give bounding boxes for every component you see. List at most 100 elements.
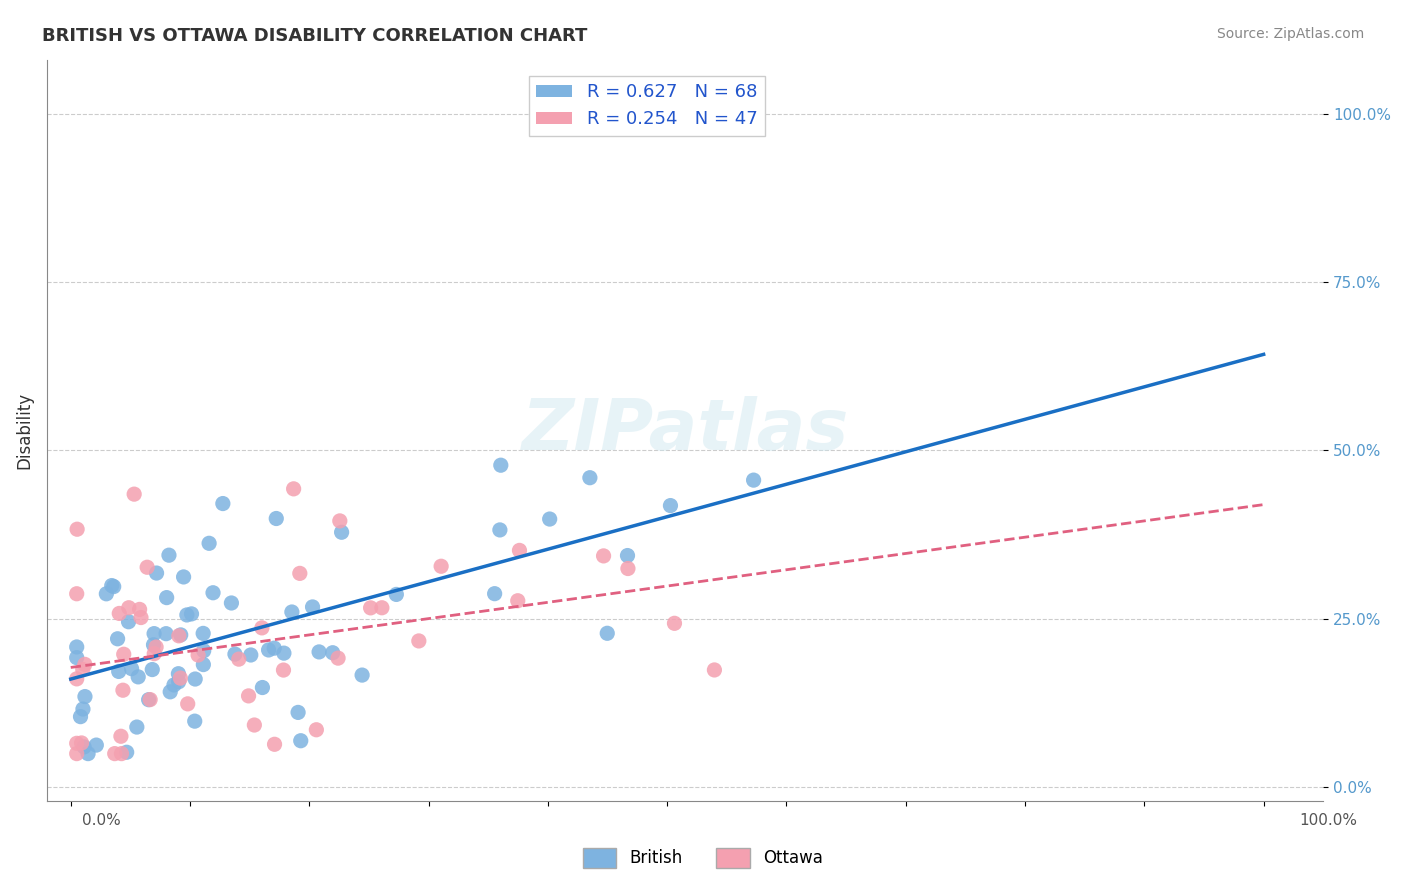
Point [110, 747, 132, 761]
Point [263, 641, 285, 656]
Point [112, 647, 135, 661]
Point [127, 670, 149, 684]
Point [141, 663, 163, 677]
Text: 0.0%: 0.0% [82, 814, 121, 828]
Point [238, 689, 260, 703]
Point [288, 566, 311, 581]
Point [305, 723, 328, 737]
Point [73, 690, 96, 704]
Point [264, 511, 287, 525]
Point [322, 646, 344, 660]
Point [170, 628, 193, 642]
Point [145, 640, 167, 654]
Point [290, 733, 312, 747]
Point [742, 473, 765, 487]
Point [408, 634, 430, 648]
Point [703, 663, 725, 677]
Point [243, 718, 266, 732]
Point [72, 702, 94, 716]
Point [287, 706, 309, 720]
Point [330, 525, 353, 540]
Point [66, 650, 89, 665]
Point [252, 681, 274, 695]
Point [430, 559, 453, 574]
Point [138, 692, 160, 706]
Point [155, 626, 177, 640]
Point [596, 626, 619, 640]
Point [66, 736, 89, 750]
Point [70, 736, 93, 750]
Point [371, 600, 394, 615]
Point [69, 709, 91, 723]
Point [221, 596, 243, 610]
Point [352, 668, 374, 682]
Point [107, 632, 129, 646]
Point [115, 745, 138, 759]
Point [73, 657, 96, 672]
Point [659, 499, 682, 513]
Point [664, 616, 686, 631]
Point [250, 621, 273, 635]
Point [121, 662, 143, 676]
Text: ZIPatlas: ZIPatlas [522, 396, 849, 465]
Point [122, 487, 145, 501]
Point [506, 593, 529, 607]
Point [184, 714, 207, 728]
Point [508, 543, 530, 558]
Point [125, 720, 148, 734]
Point [538, 512, 561, 526]
Legend: R = 0.627   N = 68, R = 0.254   N = 47: R = 0.627 N = 68, R = 0.254 N = 47 [529, 76, 765, 136]
Point [308, 645, 330, 659]
Point [616, 549, 638, 563]
Point [212, 497, 235, 511]
Point [202, 586, 225, 600]
Point [184, 672, 207, 686]
Point [273, 663, 295, 677]
Point [145, 566, 167, 580]
Text: 100.0%: 100.0% [1299, 814, 1358, 828]
Point [385, 587, 408, 601]
Point [224, 647, 246, 661]
Point [136, 560, 159, 574]
Point [104, 747, 127, 761]
Point [167, 674, 190, 689]
Point [257, 643, 280, 657]
Point [360, 600, 382, 615]
Point [193, 643, 215, 657]
Point [579, 471, 602, 485]
Point [263, 737, 285, 751]
Point [484, 587, 506, 601]
Point [72, 663, 94, 677]
Point [592, 549, 614, 563]
Point [159, 685, 181, 699]
Point [176, 607, 198, 622]
Point [156, 591, 179, 605]
Point [111, 683, 134, 698]
Point [193, 657, 215, 672]
Point [281, 605, 304, 619]
Point [167, 666, 190, 681]
Point [142, 638, 165, 652]
Point [103, 580, 125, 594]
Point [143, 626, 166, 640]
Point [96, 587, 118, 601]
Point [108, 607, 131, 621]
Point [66, 747, 89, 761]
Point [329, 514, 352, 528]
Y-axis label: Disability: Disability [15, 392, 32, 469]
Point [617, 561, 640, 575]
Point [129, 610, 152, 624]
Point [73, 739, 96, 754]
Point [169, 671, 191, 685]
Point [173, 570, 195, 584]
Point [66, 522, 89, 536]
Point [117, 615, 139, 629]
Point [283, 482, 305, 496]
Point [157, 548, 180, 562]
Point [163, 678, 186, 692]
Text: Source: ZipAtlas.com: Source: ZipAtlas.com [1216, 27, 1364, 41]
Point [139, 692, 162, 706]
Point [66, 640, 89, 654]
Point [326, 651, 349, 665]
Point [228, 652, 250, 666]
